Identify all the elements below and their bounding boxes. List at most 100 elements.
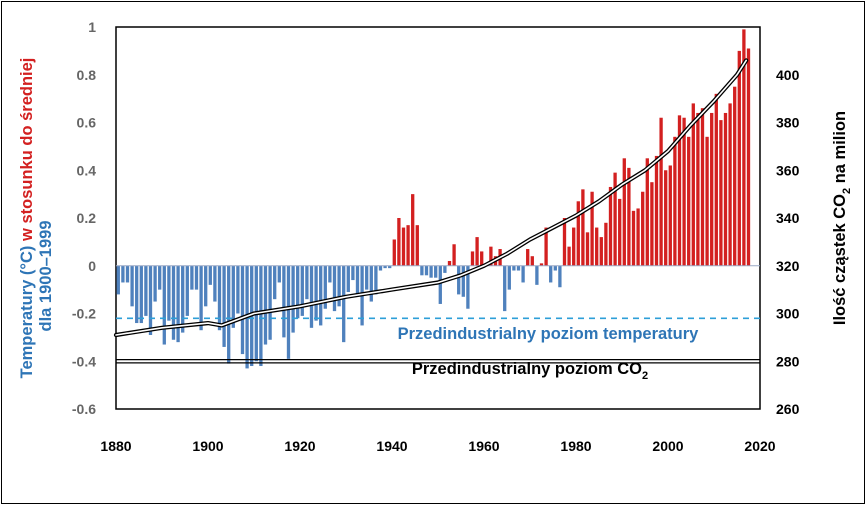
temperature-bar <box>240 265 245 355</box>
y-left-label-blue: Temperatury (°C) <box>18 246 36 379</box>
temperature-bar <box>470 251 475 266</box>
temperature-bar <box>599 237 603 266</box>
temperature-bar <box>622 158 626 266</box>
temperature-bar <box>130 265 134 307</box>
temperature-bar <box>176 265 180 343</box>
x-tick-label: 2020 <box>744 438 775 454</box>
y-left-tick-label: 0 <box>88 258 96 274</box>
temperature-bar <box>590 191 594 266</box>
temperature-bar <box>319 265 323 326</box>
temperature-bar <box>346 265 350 293</box>
temperature-bar <box>516 265 521 271</box>
temperature-bar <box>286 265 291 359</box>
y-right-label-main: Ilość cząstek CO <box>831 194 849 325</box>
temperature-bar <box>314 265 318 321</box>
temperature-bar <box>746 48 751 266</box>
temperature-bar <box>710 112 714 266</box>
temperature-bar <box>158 265 162 290</box>
temperature-bar <box>714 93 718 266</box>
temperature-bar <box>125 265 130 283</box>
temperature-bar <box>135 265 139 324</box>
temperature-bar <box>576 201 580 266</box>
temperature-bar <box>503 265 507 312</box>
temperature-bar <box>613 172 617 266</box>
temperature-bar <box>397 218 401 266</box>
temperature-bar <box>700 108 705 266</box>
temperature-bar <box>631 210 636 266</box>
y-left-tick-label: 0.4 <box>77 162 97 178</box>
temperature-bar <box>153 265 157 302</box>
temperature-bar <box>585 232 590 266</box>
temperature-bar <box>204 265 208 307</box>
temperature-bar <box>434 265 438 278</box>
temperature-bar <box>650 182 654 266</box>
temperature-bar <box>687 136 691 266</box>
temperature-bar <box>512 265 516 271</box>
temperature-bar <box>181 265 185 333</box>
temperature-bar <box>199 265 203 331</box>
y-left-axis-label: Temperatury (°C) w stosunku do średniej … <box>18 58 55 379</box>
y-left-tick-label: -0.6 <box>72 401 96 417</box>
co2-curve-inner <box>115 59 747 336</box>
temperature-bar <box>443 265 447 273</box>
y-left-tick-label: 0.8 <box>77 67 97 83</box>
y-left-tick-label: -0.2 <box>72 306 96 322</box>
temperature-bar <box>116 265 120 295</box>
temperature-bar <box>489 246 493 266</box>
temperature-bar <box>392 239 396 266</box>
y-right-tick-label: 320 <box>776 258 800 274</box>
x-tick-label: 1960 <box>468 438 499 454</box>
temperature-bar <box>562 218 567 266</box>
temperature-bar <box>401 227 406 266</box>
temperature-bar <box>572 227 576 266</box>
temperature-bar <box>273 265 277 300</box>
temperature-bar <box>227 265 231 364</box>
y-right-tick-label: 260 <box>776 401 800 417</box>
y-left-tick-label: 0.2 <box>77 210 97 226</box>
temperature-bar <box>222 265 226 347</box>
temperature-bar <box>475 237 479 266</box>
temperature-bar <box>438 265 442 304</box>
temperature-bar <box>139 265 143 324</box>
temperature-bar <box>378 265 383 271</box>
temperature-bar <box>144 265 148 316</box>
temperature-bar <box>208 265 212 285</box>
temperature-bar <box>217 265 222 331</box>
temperature-bar <box>429 265 433 278</box>
temperature-bar <box>544 227 548 266</box>
temperature-bar <box>526 249 530 266</box>
x-tick-label: 1940 <box>376 438 407 454</box>
temperature-bar <box>682 117 686 266</box>
y-left-tick-label: 0.6 <box>77 115 97 131</box>
x-tick-label: 1880 <box>100 438 131 454</box>
temperature-bar <box>457 265 461 295</box>
y-right-label-sub: 2 <box>841 188 853 194</box>
temperature-bar <box>719 120 723 266</box>
temperature-bar <box>263 265 268 345</box>
svg-text:Temperatury (°C) w stosunku do: Temperatury (°C) w stosunku do średniej <box>18 58 36 379</box>
temperature-bar <box>558 265 562 288</box>
x-tick-label: 2000 <box>652 438 683 454</box>
temperature-bar <box>466 265 470 309</box>
temperature-bar <box>608 186 613 266</box>
temperature-bar <box>259 265 263 367</box>
x-axis-ticks: 1880 1900 1920 1940 1960 1980 2000 2020 <box>100 438 775 454</box>
temperature-bar <box>539 263 544 266</box>
svg-text:dla 1900–1999: dla 1900–1999 <box>37 220 55 331</box>
temperature-bar <box>737 50 741 266</box>
temperature-bar <box>654 155 659 266</box>
temperature-bar <box>696 112 700 266</box>
temperature-bar <box>595 227 599 266</box>
temperature-bar <box>323 265 327 309</box>
y-right-axis-ticks: 400 380 360 340 320 300 280 260 <box>776 67 800 417</box>
temperature-bar <box>171 265 176 340</box>
temperature-bar <box>190 265 194 290</box>
temperature-bar <box>604 222 608 266</box>
temperature-bar <box>291 265 295 333</box>
temperature-bar <box>677 115 682 266</box>
temperature-bar <box>185 265 189 316</box>
temperature-bar <box>369 265 373 302</box>
temperature-bar <box>733 86 737 266</box>
temperature-bar <box>567 246 571 266</box>
